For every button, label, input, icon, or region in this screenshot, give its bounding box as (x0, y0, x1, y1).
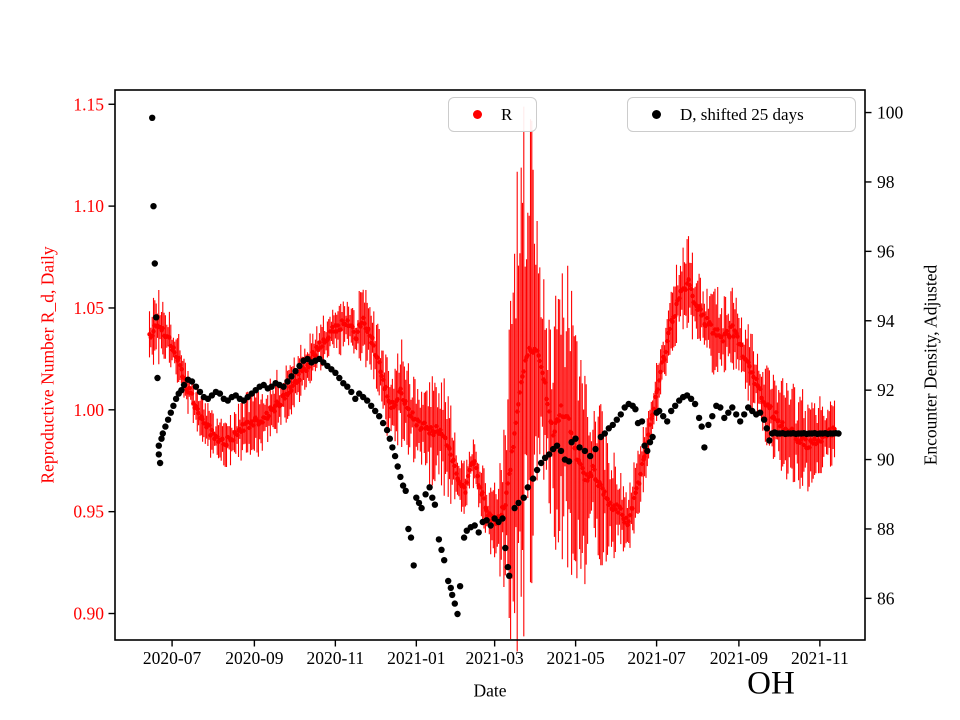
legend-d-label: D, shifted 25 days (680, 104, 804, 124)
plot-annotation-state: OH (747, 665, 795, 702)
y-left-tick-label: 0.90 (73, 604, 104, 624)
x-tick-label: 2021-11 (791, 648, 849, 668)
x-tick-label: 2021-09 (710, 648, 769, 668)
y-axis-label-left: Reproductive Number R_d, Daily (37, 246, 58, 484)
x-tick-label: 2021-03 (465, 648, 524, 668)
y-right-tick-label: 92 (877, 380, 895, 400)
x-tick-label: 2021-07 (627, 648, 686, 668)
x-tick-label: 2021-01 (387, 648, 445, 668)
y-axis-label-right: Encounter Density, Adjusted (920, 264, 941, 466)
legend-d-series: D, shifted 25 days (627, 97, 856, 132)
y-right-tick-label: 86 (877, 588, 895, 608)
y-right-tick-label: 100 (877, 103, 904, 123)
y-right-tick-label: 98 (877, 172, 895, 192)
legend-r-label: R (501, 104, 513, 124)
y-left-tick-label: 1.05 (73, 298, 104, 318)
y-left-tick-label: 1.10 (73, 196, 104, 216)
legend-r-series: R (448, 97, 537, 132)
y-right-tick-label: 94 (877, 311, 895, 331)
x-tick-label: 2020-09 (225, 648, 284, 668)
x-tick-label: 2020-07 (143, 648, 202, 668)
y-right-tick-label: 90 (877, 450, 895, 470)
black-dot-marker-icon (652, 110, 661, 119)
y-right-tick-label: 96 (877, 241, 895, 261)
x-tick-label: 2020-11 (307, 648, 365, 668)
x-tick-label: 2021-05 (546, 648, 605, 668)
y-left-tick-label: 0.95 (73, 502, 104, 522)
r-series-errorbars (148, 106, 836, 652)
y-left-tick-label: 1.00 (73, 400, 104, 420)
r-series-markers (147, 277, 837, 528)
y-left-tick-label: 1.15 (73, 94, 104, 114)
d-series-markers (149, 114, 842, 618)
red-dot-marker-icon (473, 110, 482, 119)
x-axis-label: Date (473, 680, 507, 701)
axes-frame: 2020-07 2020-09 2020-11 2021-01 2021-03 2021-… (73, 89, 904, 668)
y-right-tick-label: 88 (877, 519, 895, 539)
